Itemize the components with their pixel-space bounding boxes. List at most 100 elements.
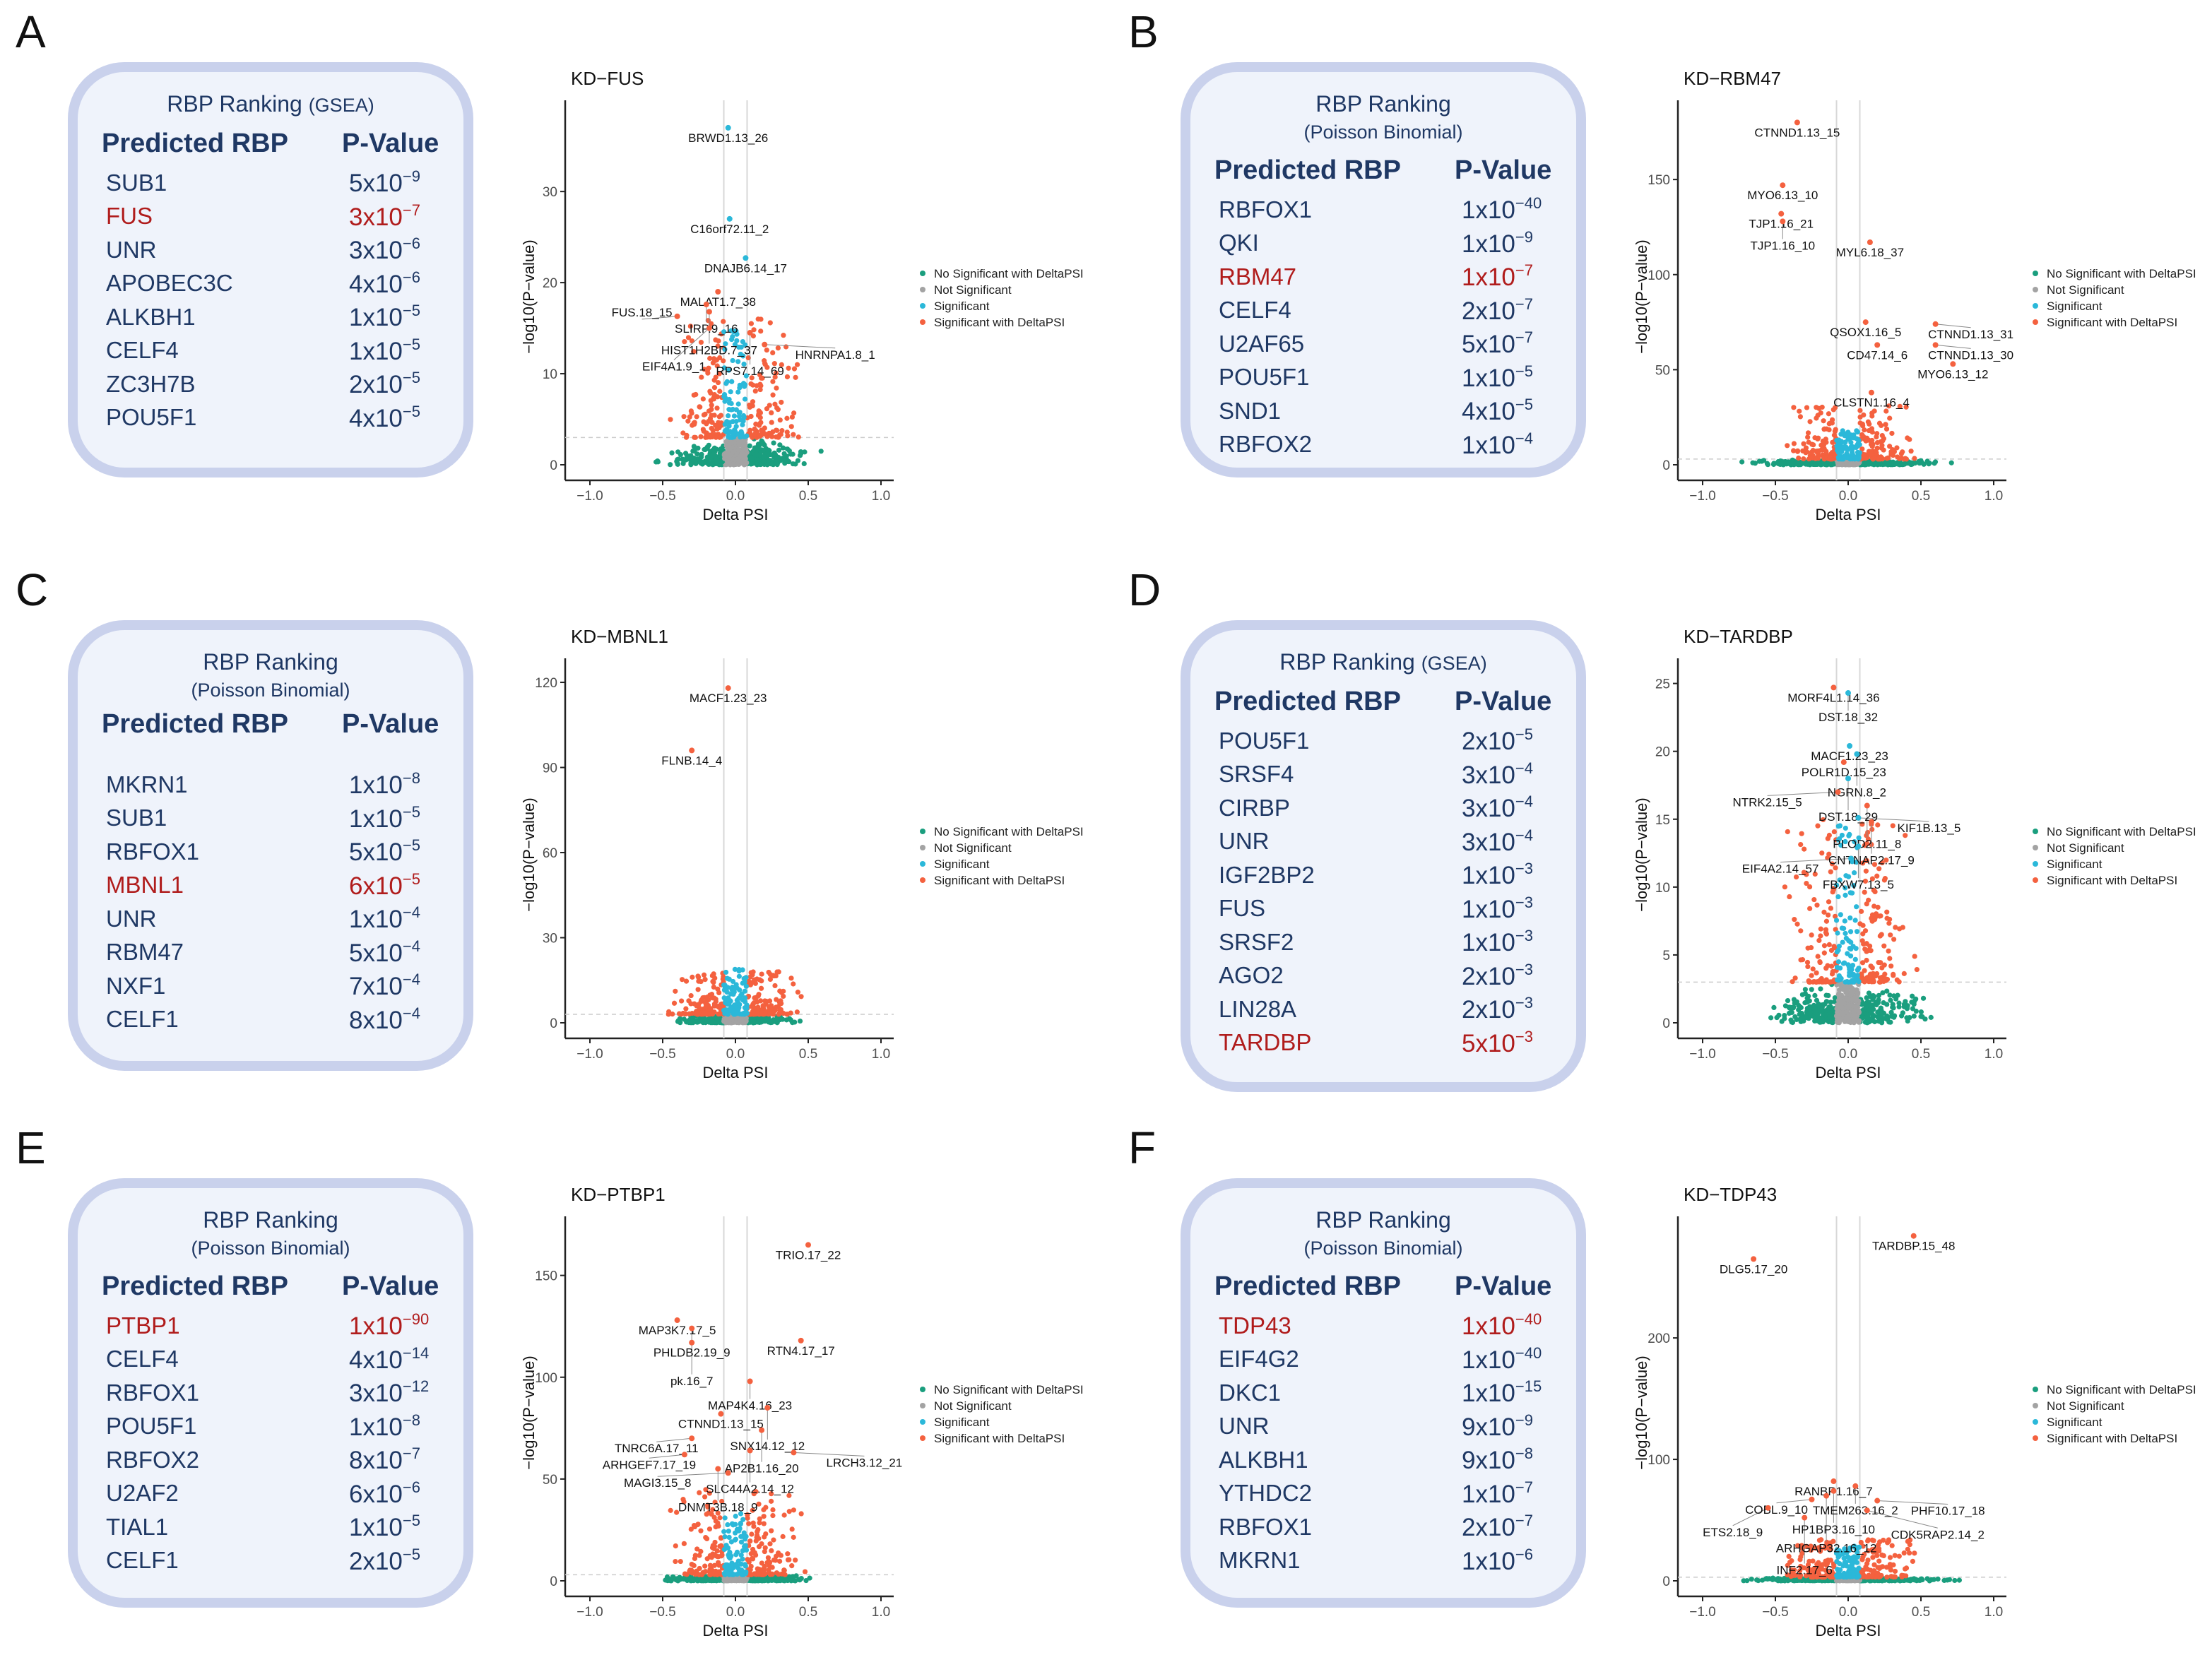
p-value-mantissa: 1x10 xyxy=(1462,896,1515,923)
y-tick-label: 5 xyxy=(1662,949,1670,963)
data-point xyxy=(1915,967,1920,972)
data-point xyxy=(1785,443,1790,448)
data-point xyxy=(737,974,742,979)
y-tick-label: 10 xyxy=(1655,881,1670,896)
data-point xyxy=(1844,446,1849,451)
data-point xyxy=(724,1577,729,1582)
data-point xyxy=(767,1577,771,1582)
data-point xyxy=(773,452,778,457)
data-point xyxy=(731,457,735,462)
data-point xyxy=(1826,427,1831,432)
data-point xyxy=(1876,997,1881,1002)
p-value-exponent: −3 xyxy=(1515,860,1533,877)
data-point xyxy=(1888,963,1893,968)
data-point xyxy=(1870,456,1875,461)
data-point xyxy=(799,1576,804,1581)
labeled-data-point xyxy=(1841,759,1847,765)
point-label: RPS7.14_69 xyxy=(716,364,783,378)
data-point xyxy=(765,451,770,456)
p-value-mantissa: 1x10 xyxy=(1462,1380,1515,1407)
legend-marker xyxy=(2033,861,2038,867)
labeled-data-point xyxy=(764,1405,770,1411)
rbp-name: MBNL1 xyxy=(78,872,349,898)
data-point xyxy=(1884,427,1889,432)
legend-label: Significant with DeltaPSI xyxy=(2047,316,2177,329)
data-point xyxy=(702,429,706,434)
y-axis-label: −log10(P−value) xyxy=(520,1355,538,1469)
legend-marker xyxy=(920,877,925,883)
data-point xyxy=(783,344,788,349)
data-point xyxy=(711,980,716,985)
labeled-data-point xyxy=(1848,855,1854,861)
x-axis-label: Delta PSI xyxy=(703,506,769,523)
data-point xyxy=(774,434,779,439)
data-point xyxy=(789,1563,794,1568)
rbp-name: IGF2BP2 xyxy=(1190,862,1462,889)
legend-label: Significant with DeltaPSI xyxy=(934,874,1065,887)
data-point xyxy=(1836,959,1841,964)
data-point xyxy=(1882,963,1887,968)
data-point xyxy=(731,449,735,454)
legend-label: No Significant with DeltaPSI xyxy=(2047,267,2196,280)
y-tick-label: 20 xyxy=(1655,745,1670,760)
x-tick-label: 0.0 xyxy=(726,489,745,504)
legend-marker xyxy=(920,1419,925,1425)
data-point xyxy=(725,976,730,981)
data-point xyxy=(1904,1015,1909,1020)
data-point xyxy=(745,1005,750,1010)
data-point xyxy=(1891,453,1895,458)
data-point xyxy=(1929,1015,1934,1020)
data-point xyxy=(772,983,777,988)
x-tick-label: −1.0 xyxy=(576,489,603,504)
data-point xyxy=(1854,904,1859,909)
legend-label: Significant with DeltaPSI xyxy=(2047,874,2177,887)
data-point xyxy=(1841,961,1846,966)
p-value-exponent: −9 xyxy=(403,167,420,185)
labeled-data-point xyxy=(747,330,753,336)
data-point xyxy=(762,1534,767,1539)
data-point xyxy=(759,1560,764,1565)
data-point xyxy=(1835,949,1840,954)
table-method: (GSEA) xyxy=(309,95,374,116)
p-value-mantissa: 1x10 xyxy=(349,338,403,365)
p-value-exponent: −5 xyxy=(403,336,420,353)
y-tick-label: 150 xyxy=(1648,173,1670,188)
data-point xyxy=(1869,948,1874,953)
data-point xyxy=(791,461,796,466)
rbp-name: CELF4 xyxy=(78,337,349,364)
data-point xyxy=(1868,993,1873,998)
p-value: 8x10−7 xyxy=(349,1444,420,1475)
data-point xyxy=(726,413,731,418)
rbp-name: FUS xyxy=(78,203,349,230)
data-point xyxy=(725,379,730,384)
y-tick-label: 200 xyxy=(1648,1331,1670,1346)
data-point xyxy=(796,990,800,995)
data-point xyxy=(1882,972,1887,977)
y-axis-label: −log10(P−value) xyxy=(1633,797,1650,911)
data-point xyxy=(679,998,684,1003)
data-point xyxy=(705,371,710,376)
data-point xyxy=(783,1572,788,1577)
data-point xyxy=(1851,973,1856,978)
x-axis-label: Delta PSI xyxy=(703,1622,769,1639)
data-point xyxy=(757,1520,762,1525)
data-point xyxy=(696,979,701,984)
p-value-mantissa: 1x10 xyxy=(1462,862,1515,889)
data-point xyxy=(1749,1577,1754,1582)
y-tick-label: 0 xyxy=(1662,458,1670,473)
data-point xyxy=(776,448,781,453)
column-header-rbp: Predicted RBP xyxy=(1190,1271,1455,1302)
p-value-mantissa: 1x10 xyxy=(349,1514,403,1541)
y-tick-label: 15 xyxy=(1655,813,1670,828)
data-point xyxy=(692,458,697,463)
data-point xyxy=(711,396,716,401)
data-point xyxy=(731,1572,736,1577)
legend-marker xyxy=(2033,287,2038,292)
data-point xyxy=(695,1012,700,1016)
point-label: POLR1D.15_23 xyxy=(1802,766,1886,779)
data-point xyxy=(739,1553,744,1558)
data-point xyxy=(1860,423,1865,428)
